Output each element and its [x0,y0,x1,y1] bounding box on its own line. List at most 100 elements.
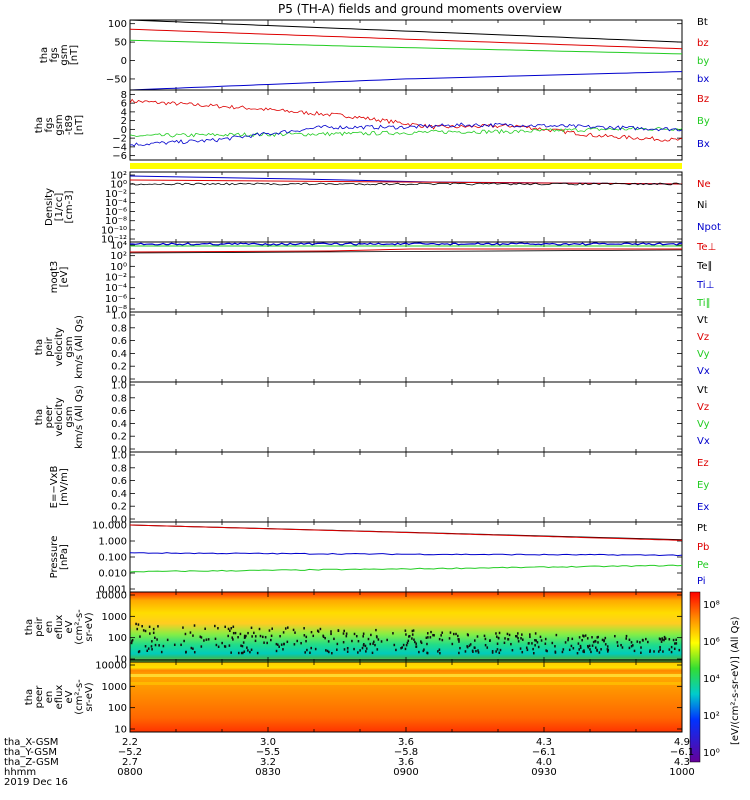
heatmap-speckle [270,634,273,638]
heatmap-speckle [200,645,203,648]
heatmap-speckle [426,642,428,646]
heatmap-speckle [475,649,477,653]
heatmap-speckle [333,637,335,641]
ylabel-line: [nPa] [59,544,70,570]
xaxis-value: 0900 [393,767,418,778]
ylabel-line: [1/cc] [54,193,65,222]
y-tick-label: 0.2 [111,362,127,373]
heatmap-speckle [160,650,163,654]
ylabel-line: gsm [64,406,75,427]
y-tick-label: 0.0 [111,515,127,526]
heatmap-speckle [583,635,585,638]
heatmap-speckle [184,632,187,636]
heatmap-speckle [328,650,330,654]
heatmap-speckle [517,637,519,640]
heatmap-speckle [604,636,607,640]
heatmap-speckle [189,631,192,634]
heatmap-speckle [614,634,616,638]
heatmap-speckle [504,637,506,640]
heatmap-speckle [596,648,598,652]
heatmap-speckle [590,650,592,654]
heatmap-speckle [203,639,205,642]
heatmap-speckle [275,649,278,653]
ylabel-line: (cm²-s- [74,679,85,715]
heatmap-speckle [282,648,284,651]
y-tick-label: 0.6 [111,476,127,487]
ylabel-line: gsm [59,44,70,65]
xaxis-value: 2.2 [122,737,138,748]
heatmap-speckle [607,648,610,652]
series-line-Pi [129,552,683,557]
heatmap-speckle [458,640,460,643]
heatmap-speckle [584,634,587,637]
heatmap-speckle [336,648,338,651]
heatmap-speckle [282,631,285,634]
heatmap-speckle [232,625,235,628]
heatmap-speckle [362,635,364,638]
legend-Vt: Vt [697,315,708,326]
heatmap-speckle [483,634,486,638]
heatmap-speckle [346,650,349,653]
y-tick-label: 4 [121,107,127,118]
heatmap-speckle [411,637,413,640]
legend-Npot: Npot [697,222,721,233]
figure-title: P5 (TH-A) fields and ground moments over… [278,2,562,16]
heatmap-speckle [270,638,272,642]
ylabel-line: E=−VxB [49,466,60,509]
heatmap-speckle [588,644,591,648]
heatmap-speckle [357,651,359,654]
heatmap-speckle [537,645,540,649]
heatmap-speckle [230,627,233,630]
heatmap-speckle [438,637,441,641]
xaxis-value: −5.5 [256,747,280,758]
heatmap-speckle [380,640,383,643]
y-tick-label: 0.2 [111,502,127,513]
heatmap-speckle [503,641,506,645]
heatmap-speckle [675,642,678,645]
heatmap-speckle [459,646,461,650]
colorbar: 10⁸ 10⁶ 10⁴ 10² 10⁰ [eV/(cm²-s-sr-eV)] (All … [689,591,741,763]
y-tick-label: 0.0 [111,445,127,456]
y-tick-label: 0.4 [111,489,127,500]
panel-fgs: tha fgs gsm [nT] 100 50 0 −50 Bt bz by bx [39,17,709,91]
heatmap-speckle [286,626,289,629]
heatmap-speckle [275,642,278,646]
heatmap-speckle [193,651,196,654]
heatmap-speckle [342,641,345,644]
ylabel-line: [nT] [74,115,85,135]
heatmap-speckle [631,644,634,647]
heatmap-speckle [157,625,159,628]
heatmap-speckle [151,640,153,643]
heatmap-speckle [406,641,409,645]
legend-Bz: Bz [697,94,709,105]
xaxis-value: 3.6 [398,757,414,768]
y-tick-label: 10⁰ [110,262,127,273]
heatmap-speckle [221,641,223,645]
heatmap-speckle [420,640,422,643]
heatmap-speckle [371,651,374,655]
heatmap-speckle [521,638,524,641]
heatmap-speckle [564,641,567,644]
heatmap-speckle [217,627,219,630]
ylabel-line: fgs [44,117,55,132]
heatmap-speckle [144,645,147,648]
heatmap-speckle [331,651,333,655]
heatmap-speckle [663,638,665,642]
heatmap-speckle [597,635,599,639]
heatmap-speckle [137,650,140,654]
heatmap-speckle [621,646,624,649]
heatmap-speckle [258,627,261,631]
heatmap-band [130,674,682,677]
heatmap-speckle [426,651,428,655]
heatmap-speckle [345,634,348,638]
heatmap-speckle [343,629,345,633]
heatmap-speckle [305,639,307,643]
series-line-Pe [129,564,683,573]
heatmap-speckle [408,634,411,638]
heatmap-speckle [214,637,217,641]
colorbar-label: [eV/(cm²-s-sr-eV)] (All Qs) [730,616,741,745]
xaxis-row-name: tha_Z-GSM [4,757,59,768]
heatmap-speckle [432,633,434,637]
heatmap-speckle [232,638,234,641]
